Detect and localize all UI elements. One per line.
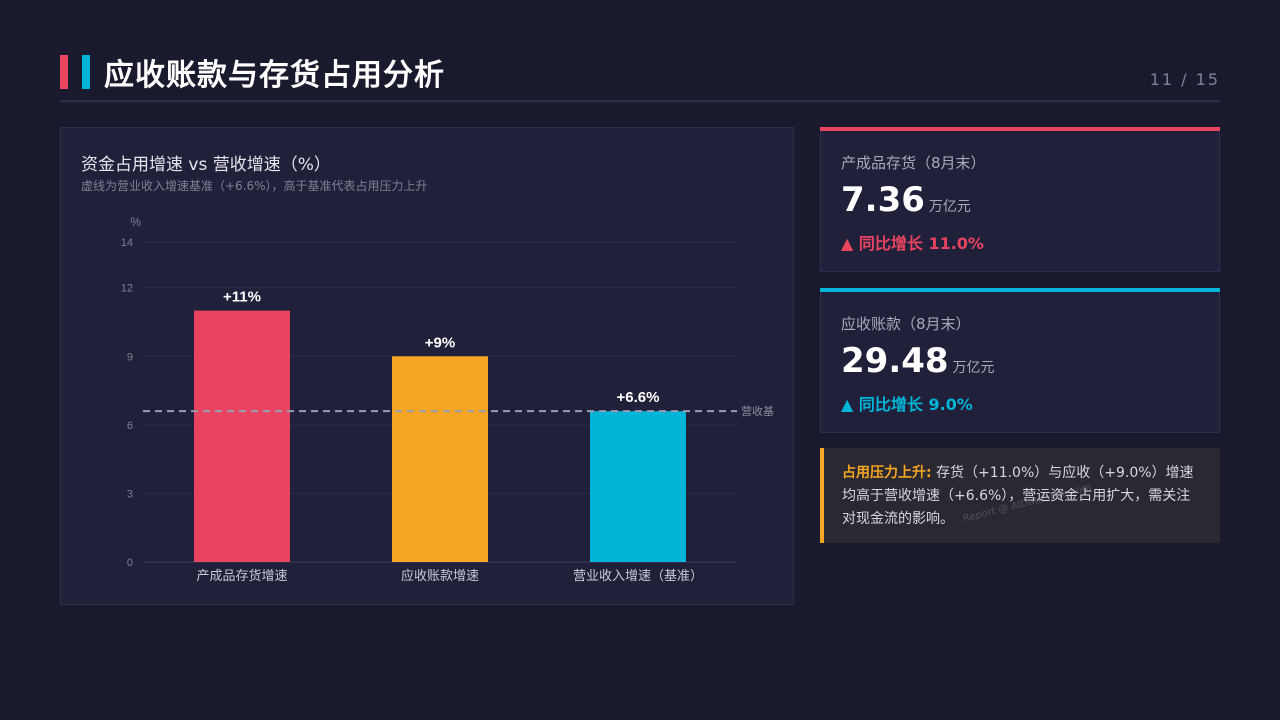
y-tick-label: 14 [121,237,133,249]
insight-note: 占用压力上升: 存货（+11.0%）与应收（+9.0%）增速均高于营收增速（+6… [820,448,1220,543]
chart-title: 资金占用增速 vs 营收增速（%） [81,155,331,175]
kpi-accent-bar [820,127,1220,131]
kpi-label: 产成品存货（8月末） [841,154,986,172]
baseline-label: 营收基 [741,404,774,418]
bar-chart: % 0 3 6 9 12 14 +11% 产成品存货增速 +9% 应收账款增速 +6.6% 营业收入增速… [121,215,774,584]
bar-data-label: +9% [425,334,455,351]
kpi-card-receivables: 应收账款（8月末） 29.48 万亿元 ▲ 同比增长 9.0% [820,288,1220,433]
y-tick-label: 9 [127,351,133,363]
kpi-change: ▲ 同比增长 11.0% [841,234,984,253]
y-tick-label: 0 [127,557,133,569]
kpi-value: 29.48 [841,341,949,381]
title-accent-red [60,55,68,89]
page-number: 11 / 15 [1149,70,1220,89]
bar-data-label: +11% [223,289,261,306]
header-divider [60,100,1220,102]
note-text: 存货（+11.0%）与应收（+9.0%）增速均高于营收增速（+6.6%），营运资… [842,465,1194,527]
note-lead: 占用压力上升: [842,465,932,481]
kpi-card-inventory: 产成品存货（8月末） 7.36 万亿元 ▲ 同比增长 11.0% [820,127,1220,272]
page-title: 应收账款与存货占用分析 [104,58,445,93]
kpi-value: 7.36 [841,180,925,220]
bar-data-label: +6.6% [617,389,660,406]
kpi-unit: 万亿元 [952,360,995,376]
chart-subtitle: 虚线为营业收入增速基准（+6.6%），高于基准代表占用压力上升 [81,179,428,193]
x-tick-label: 应收账款增速 [401,568,479,584]
chart-panel: 资金占用增速 vs 营收增速（%） 虚线为营业收入增速基准（+6.6%），高于基… [60,127,794,605]
title-accent-blue [82,55,90,89]
y-tick-label: 12 [121,283,133,295]
y-tick-label: 6 [127,420,133,432]
kpi-label: 应收账款（8月末） [841,315,971,333]
x-tick-label: 产成品存货增速 [196,568,287,584]
y-axis-unit: % [130,215,141,229]
bar [392,356,488,562]
kpi-change: ▲ 同比增长 9.0% [841,395,973,414]
bar [590,411,686,562]
kpi-accent-bar [820,288,1220,292]
x-tick-label: 营业收入增速（基准） [573,569,703,584]
kpi-unit: 万亿元 [928,199,971,215]
bar [194,310,290,562]
y-tick-label: 3 [127,488,133,500]
